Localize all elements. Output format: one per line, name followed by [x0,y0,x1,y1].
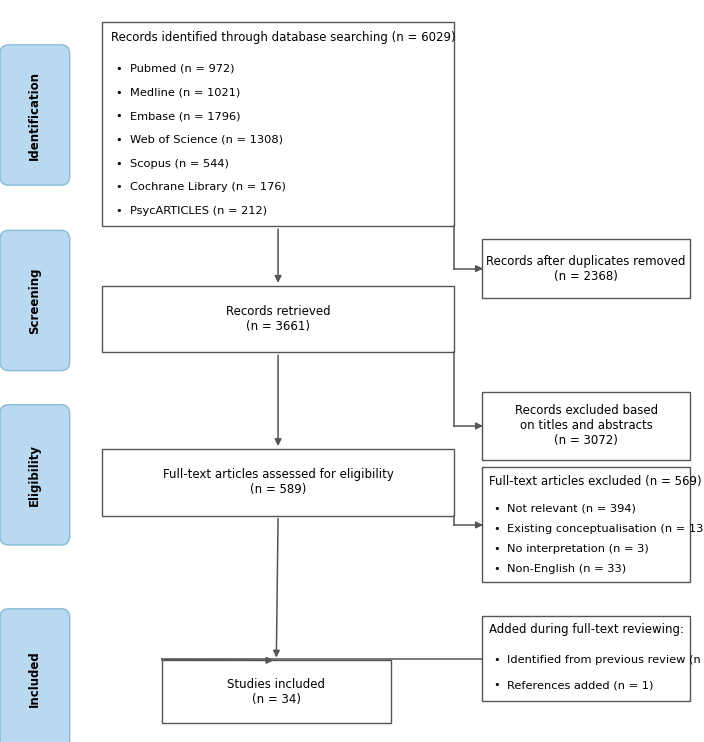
Text: •: • [493,655,500,665]
Text: Eligibility: Eligibility [28,444,42,506]
Text: Non-English (n = 33): Non-English (n = 33) [507,565,626,574]
Text: •: • [493,524,500,534]
Bar [482,392,690,460]
Bar [482,239,690,298]
FancyBboxPatch shape [0,45,70,185]
Text: PsycARTICLES (n = 212): PsycARTICLES (n = 212) [130,206,268,216]
Text: Records after duplicates removed
(n = 2368): Records after duplicates removed (n = 23… [486,255,686,283]
Text: Screening: Screening [28,267,42,334]
Bar [102,286,454,352]
Bar [482,616,690,701]
Text: •: • [115,64,122,73]
Bar [102,22,454,226]
Text: •: • [493,504,500,513]
Text: •: • [115,135,122,145]
Text: References added (n = 1): References added (n = 1) [507,680,653,690]
Text: Pubmed (n = 972): Pubmed (n = 972) [130,64,234,73]
Text: •: • [115,206,122,216]
Text: •: • [115,88,122,97]
Bar [102,449,454,516]
Text: Included: Included [28,651,42,707]
Text: Not relevant (n = 394): Not relevant (n = 394) [507,504,636,513]
Text: Scopus (n = 544): Scopus (n = 544) [130,159,229,168]
Text: Identification: Identification [28,70,42,160]
FancyBboxPatch shape [0,608,70,742]
Text: Existing conceptualisation (n = 139): Existing conceptualisation (n = 139) [507,524,704,534]
Text: No interpretation (n = 3): No interpretation (n = 3) [507,544,648,554]
Text: Records identified through database searching (n = 6029): Records identified through database sear… [111,31,455,45]
Text: Studies included
(n = 34): Studies included (n = 34) [227,678,325,706]
FancyBboxPatch shape [0,405,70,545]
Text: Records excluded based
on titles and abstracts
(n = 3072): Records excluded based on titles and abs… [515,404,658,447]
FancyBboxPatch shape [0,230,70,370]
Text: Full-text articles excluded (n = 569): Full-text articles excluded (n = 569) [489,475,702,488]
Text: •: • [115,159,122,168]
Text: Identified from previous review (n = 13): Identified from previous review (n = 13) [507,655,704,665]
Text: •: • [493,544,500,554]
Text: Embase (n = 1796): Embase (n = 1796) [130,111,241,121]
Text: Cochrane Library (n = 176): Cochrane Library (n = 176) [130,183,286,192]
Text: •: • [115,183,122,192]
Bar [482,467,690,582]
Text: Records retrieved
(n = 3661): Records retrieved (n = 3661) [226,305,330,333]
Text: Medline (n = 1021): Medline (n = 1021) [130,88,241,97]
Text: Full-text articles assessed for eligibility
(n = 589): Full-text articles assessed for eligibil… [163,468,394,496]
Text: •: • [115,111,122,121]
Text: Added during full-text reviewing:: Added during full-text reviewing: [489,623,684,637]
Text: •: • [493,680,500,690]
Text: •: • [493,565,500,574]
Text: Web of Science (n = 1308): Web of Science (n = 1308) [130,135,283,145]
Bar [162,660,391,723]
